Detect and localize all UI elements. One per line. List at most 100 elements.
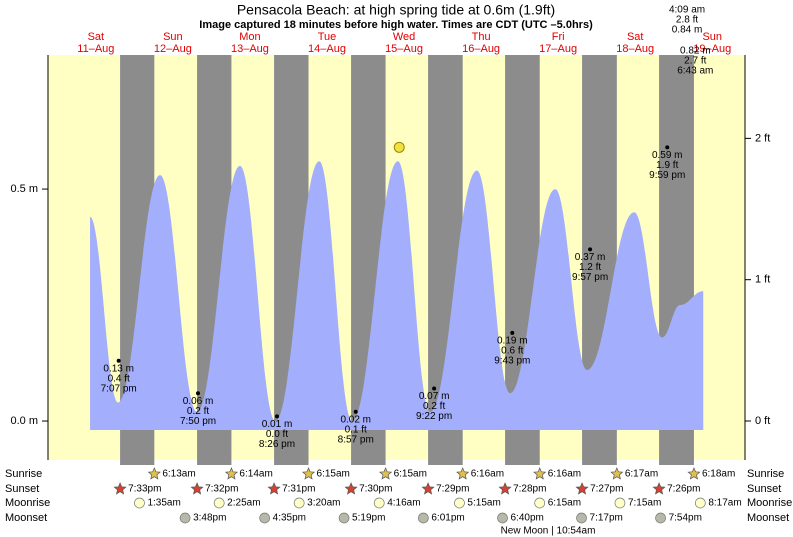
date-label: 19–Aug	[693, 43, 731, 55]
tide-ft: 0.6 ft	[501, 346, 523, 357]
tide-point	[510, 330, 515, 335]
sunset-icon	[344, 482, 358, 495]
tide-ft: 0.2 ft	[423, 401, 445, 412]
moonset-icon	[655, 512, 666, 524]
sunrise-icon	[456, 467, 470, 480]
day-label: Sun	[702, 31, 722, 43]
sunset-time: 7:28pm	[513, 484, 546, 495]
moonset-time: 6:01pm	[431, 513, 464, 524]
moonset-time: 7:17pm	[590, 513, 623, 524]
sunrise-time: 6:13am	[162, 469, 195, 480]
row-label: Sunset	[747, 483, 781, 495]
day-label: Sat	[627, 31, 644, 43]
tide-value: 0.13 m	[103, 363, 134, 374]
row-label: Sunrise	[747, 468, 784, 480]
tide-time: 7:07 pm	[101, 383, 137, 394]
sunrise-time: 6:15am	[394, 469, 427, 480]
sunrise-icon	[301, 467, 316, 480]
sunset-icon	[113, 482, 127, 495]
row-label: Moonrise	[747, 497, 792, 509]
tide-value: 0.07 m	[419, 391, 450, 402]
sunrise-time: 6:16am	[471, 469, 504, 480]
day-label: Sat	[88, 31, 105, 43]
row-label: Moonset	[5, 512, 47, 524]
sunrise-time: 6:15am	[317, 469, 350, 480]
moonset-icon	[418, 512, 429, 524]
tide-value: 0.84 m	[672, 25, 703, 36]
moonrise-time: 5:15am	[467, 498, 500, 509]
tide-time: 9:59 pm	[649, 170, 685, 181]
tide-time: 9:22 pm	[416, 411, 452, 422]
tide-value: 0.59 m	[652, 150, 683, 161]
moonrise-icon	[534, 497, 546, 509]
y-tick-label: 0.5 m	[10, 183, 38, 195]
sunset-icon	[421, 482, 435, 495]
moonrise-icon	[373, 497, 385, 509]
moonset-icon	[259, 512, 271, 524]
tide-point	[665, 145, 670, 150]
y2-tick-label: 1 ft	[755, 274, 770, 286]
tide-value: 0.01 m	[262, 419, 293, 430]
tide-ft: 0.2 ft	[187, 406, 209, 417]
moonset-icon	[576, 512, 587, 524]
y2-tick-label: 0 ft	[755, 415, 770, 427]
date-label: 16–Aug	[462, 43, 500, 55]
chart-title: Pensacola Beach: at high spring tide at …	[237, 2, 555, 18]
tide-ft: 2.7 ft	[684, 56, 706, 67]
tide-time: 8:57 pm	[338, 434, 374, 445]
tide-ft: 2.8 ft	[676, 15, 698, 26]
tide-ft: 1.9 ft	[656, 160, 678, 171]
date-label: 15–Aug	[385, 43, 423, 55]
tide-ft: 0.4 ft	[108, 373, 130, 384]
moonrise-icon	[134, 497, 145, 509]
moonset-time: 4:35pm	[273, 513, 306, 524]
tide-area	[90, 161, 704, 430]
sunrise-icon	[533, 467, 547, 480]
moonrise-time: 8:17am	[708, 498, 741, 509]
moonrise-icon	[694, 497, 706, 509]
sunrise-icon	[147, 467, 161, 480]
sunset-time: 7:27pm	[590, 484, 623, 495]
tide-time: 7:50 pm	[180, 416, 216, 427]
sunset-icon	[498, 482, 512, 495]
sunset-icon	[652, 482, 666, 495]
sunrise-time: 6:14am	[239, 469, 272, 480]
tide-point	[196, 391, 201, 396]
tide-time: 4:09 am	[669, 5, 705, 16]
tide-value: 0.19 m	[497, 336, 528, 347]
sunset-time: 7:29pm	[436, 484, 469, 495]
row-label: Moonset	[747, 512, 789, 524]
moonrise-icon	[454, 497, 465, 509]
moonrise-time: 2:25am	[227, 498, 260, 509]
moonset-icon	[338, 512, 350, 524]
date-label: 14–Aug	[308, 43, 346, 55]
chart-subtitle: Image captured 18 minutes before high wa…	[199, 19, 593, 31]
tide-ft: 0.0 ft	[266, 429, 288, 440]
now-marker	[393, 141, 405, 153]
tide-point	[275, 414, 280, 419]
sunset-time: 7:33pm	[128, 484, 161, 495]
tide-value: 0.37 m	[575, 252, 606, 263]
date-label: 18–Aug	[616, 43, 654, 55]
tide-time: 9:43 pm	[494, 356, 530, 367]
sunset-time: 7:26pm	[667, 484, 700, 495]
moonrise-time: 4:16am	[387, 498, 420, 509]
tide-point	[432, 386, 437, 391]
sunrise-time: 6:16am	[548, 469, 581, 480]
day-label: Thu	[472, 31, 491, 43]
moonset-icon	[497, 512, 508, 524]
y-tick-label: 0.0 m	[10, 415, 38, 427]
moonset-time: 6:40pm	[511, 513, 544, 524]
moonset-time: 5:19pm	[352, 513, 385, 524]
sunset-icon	[190, 482, 204, 495]
moonrise-time: 3:20am	[307, 498, 340, 509]
moonrise-icon	[213, 497, 225, 509]
moonrise-icon	[293, 497, 305, 509]
sunrise-time: 6:18am	[702, 469, 735, 480]
day-label: Fri	[552, 31, 565, 43]
tide-value: 0.82 m	[680, 46, 711, 57]
moonset-icon	[179, 512, 191, 524]
moonrise-time: 1:35am	[147, 498, 180, 509]
